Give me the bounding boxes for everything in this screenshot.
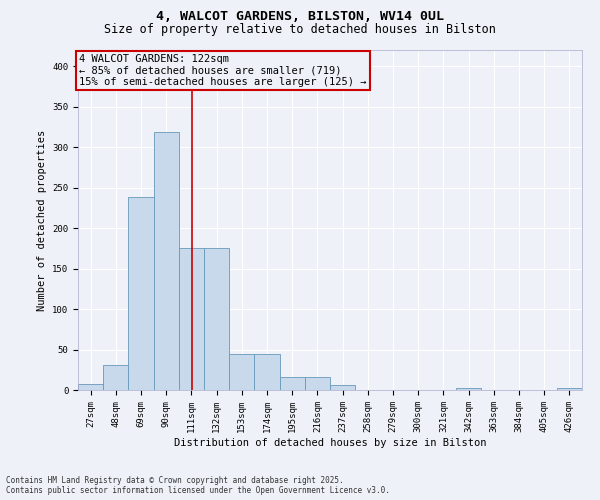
Bar bbox=[456, 388, 481, 390]
Text: 4, WALCOT GARDENS, BILSTON, WV14 0UL: 4, WALCOT GARDENS, BILSTON, WV14 0UL bbox=[156, 10, 444, 23]
Bar bbox=[179, 248, 204, 390]
Text: 4 WALCOT GARDENS: 122sqm
← 85% of detached houses are smaller (719)
15% of semi-: 4 WALCOT GARDENS: 122sqm ← 85% of detach… bbox=[79, 54, 367, 87]
Bar bbox=[229, 354, 254, 390]
Bar bbox=[254, 354, 280, 390]
Bar bbox=[128, 198, 154, 390]
Bar bbox=[204, 248, 229, 390]
Bar bbox=[103, 365, 128, 390]
Bar bbox=[78, 384, 103, 390]
X-axis label: Distribution of detached houses by size in Bilston: Distribution of detached houses by size … bbox=[174, 438, 486, 448]
Text: Contains HM Land Registry data © Crown copyright and database right 2025.
Contai: Contains HM Land Registry data © Crown c… bbox=[6, 476, 390, 495]
Bar bbox=[154, 132, 179, 390]
Y-axis label: Number of detached properties: Number of detached properties bbox=[37, 130, 47, 310]
Bar bbox=[305, 377, 330, 390]
Text: Size of property relative to detached houses in Bilston: Size of property relative to detached ho… bbox=[104, 22, 496, 36]
Bar bbox=[280, 377, 305, 390]
Bar bbox=[557, 388, 582, 390]
Bar bbox=[330, 385, 355, 390]
